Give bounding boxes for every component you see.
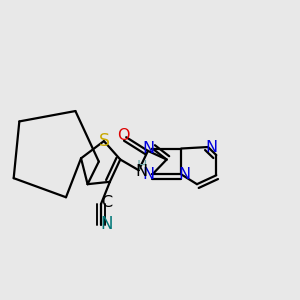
Text: N: N [101,215,113,233]
Text: H: H [136,159,147,173]
Text: N: N [136,164,148,179]
Text: N: N [143,167,155,182]
Text: N: N [143,141,155,156]
Text: O: O [117,128,130,143]
Text: N: N [206,140,218,154]
Text: S: S [98,132,110,150]
Text: C: C [101,195,112,210]
Text: N: N [179,167,191,182]
